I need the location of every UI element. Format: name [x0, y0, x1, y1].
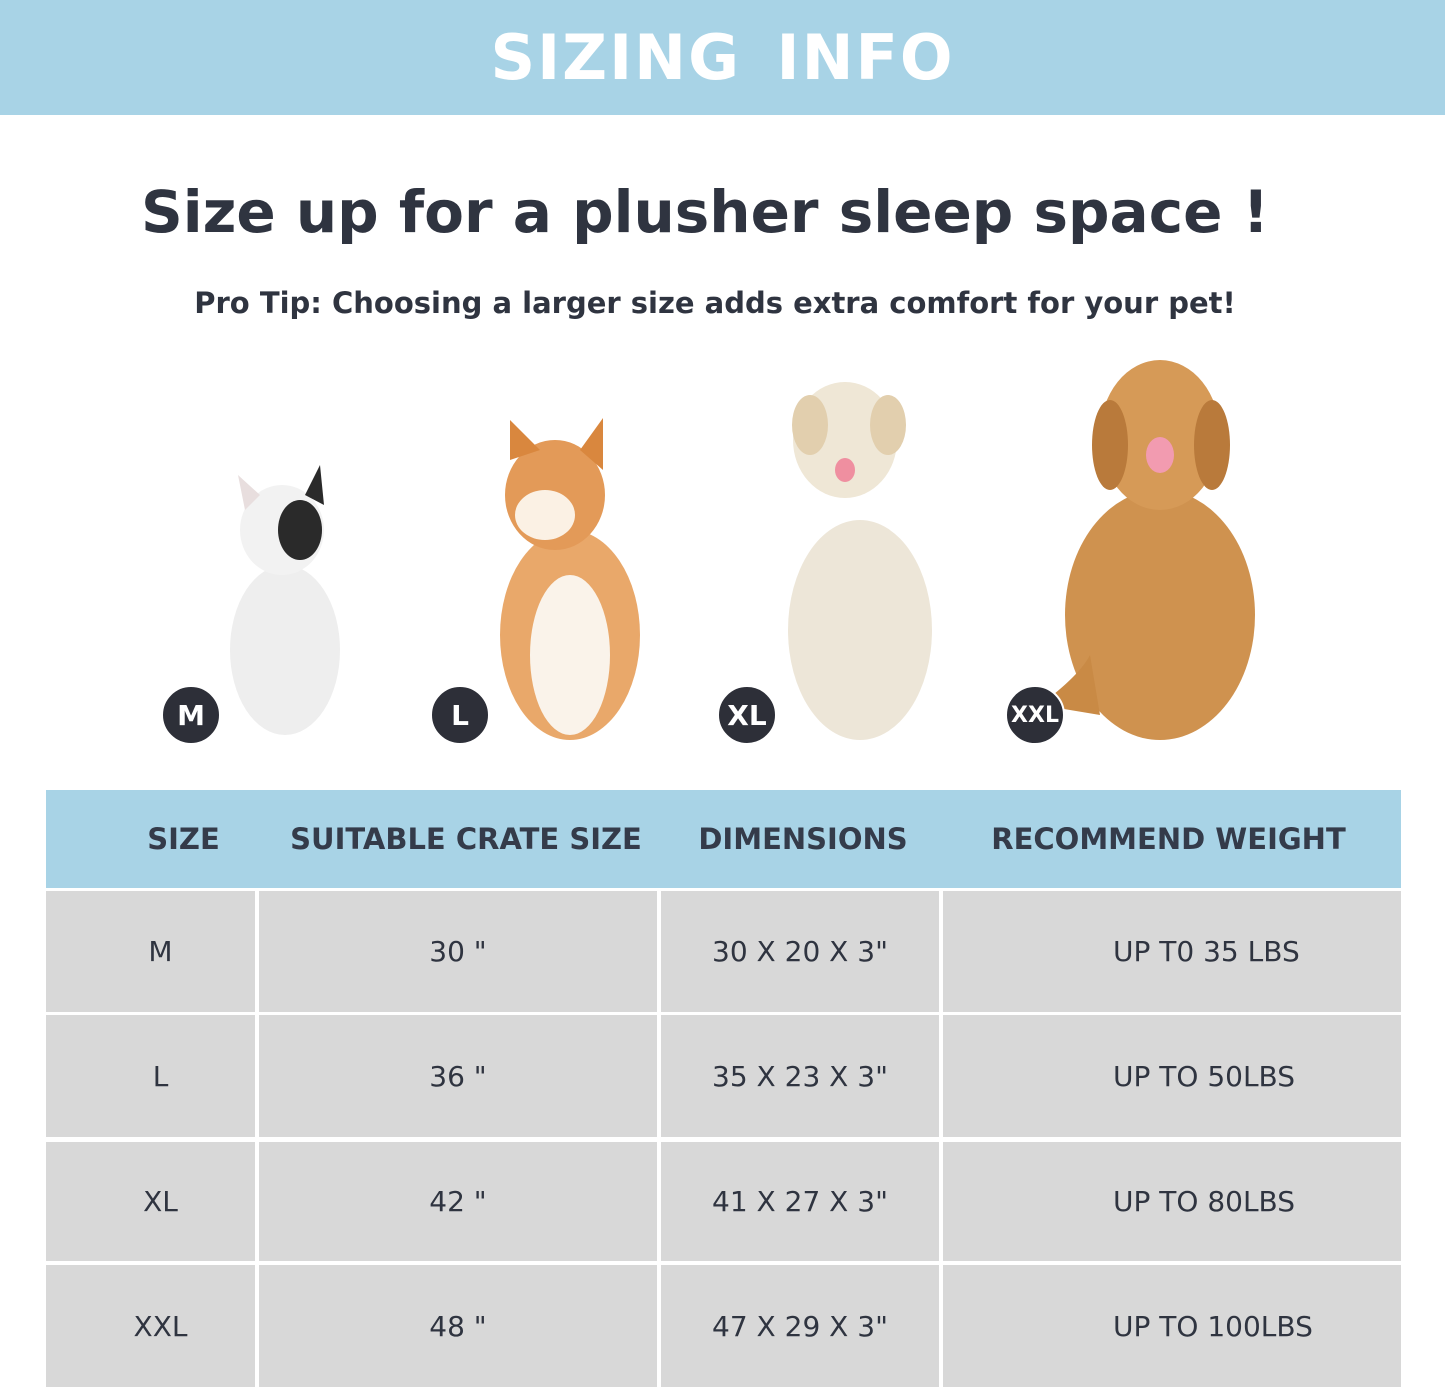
pro-tip: Pro Tip: Choosing a larger size adds ext…: [194, 286, 1236, 320]
cell-text: L: [152, 1059, 169, 1093]
cell-crate-size: 48 ": [259, 1265, 657, 1387]
table-header: SIZE SUITABLE CRATE SIZE DIMENSIONS RECO…: [46, 790, 1401, 888]
cell-weight: UP T0 35 LBS: [943, 891, 1401, 1012]
header-crate-size: SUITABLE CRATE SIZE: [290, 822, 642, 856]
cell-text: XL: [143, 1185, 178, 1218]
cell-crate-size: 36 ": [259, 1015, 657, 1137]
table-row: M 30 " 30 X 20 X 3" UP T0 35 LBS: [46, 891, 1401, 1012]
cell-weight: UP TO 80LBS: [943, 1142, 1401, 1261]
cell-crate-size: 30 ": [259, 891, 657, 1012]
cell-text: 48 ": [429, 1309, 487, 1343]
shiba-inu-image: [500, 418, 640, 740]
header-weight: RECOMMEND WEIGHT: [991, 822, 1346, 856]
cell-text: UP TO 50LBS: [1113, 1059, 1296, 1093]
cell-weight: UP TO 100LBS: [943, 1265, 1401, 1387]
table-row: XL 42 " 41 X 27 X 3" UP TO 80LBS: [46, 1142, 1401, 1261]
cell-text: 30 ": [429, 935, 487, 968]
cell-weight: UP TO 50LBS: [943, 1015, 1401, 1137]
title-banner: SIZING INFO: [0, 0, 1445, 115]
cell-size: M: [46, 891, 255, 1012]
cell-text: 42 ": [429, 1185, 487, 1218]
size-badge-l: L: [430, 685, 490, 745]
cell-dimensions: 30 X 20 X 3": [661, 891, 939, 1012]
french-bulldog-image: [230, 465, 340, 735]
cell-crate-size: 42 ": [259, 1142, 657, 1261]
golden-retriever-image: [1040, 360, 1255, 740]
size-badge-xl: XL: [717, 685, 777, 745]
table-row: L 36 " 35 X 23 X 3" UP TO 50LBS: [46, 1015, 1401, 1137]
cell-dimensions: 47 X 29 X 3": [661, 1265, 939, 1387]
header-size: SIZE: [147, 822, 220, 856]
cell-dimensions: 35 X 23 X 3": [661, 1015, 939, 1137]
cell-text: 36 ": [429, 1059, 487, 1093]
cell-size: XL: [46, 1142, 255, 1261]
cell-text: 41 X 27 X 3": [712, 1185, 888, 1218]
cell-dimensions: 41 X 27 X 3": [661, 1142, 939, 1261]
size-badge-m: M: [161, 685, 221, 745]
cell-text: 30 X 20 X 3": [712, 935, 888, 968]
cell-text: 35 X 23 X 3": [712, 1059, 888, 1093]
cell-text: UP TO 100LBS: [1113, 1309, 1313, 1343]
headline: Size up for a plusher sleep space !: [140, 178, 1270, 246]
table-row: XXL 48 " 47 X 29 X 3" UP TO 100LBS: [46, 1265, 1401, 1387]
cell-text: XXL: [133, 1309, 188, 1343]
cell-size: XXL: [46, 1265, 255, 1387]
size-badge-xxl: XXL: [1005, 685, 1065, 745]
header-dimensions: DIMENSIONS: [698, 822, 908, 856]
labrador-image: [788, 382, 932, 740]
cell-text: M: [148, 935, 173, 968]
banner-title: SIZING INFO: [490, 21, 955, 94]
cell-text: 47 X 29 X 3": [712, 1309, 888, 1343]
cell-text: UP T0 35 LBS: [1113, 935, 1300, 968]
cell-text: UP TO 80LBS: [1113, 1185, 1296, 1218]
cell-size: L: [46, 1015, 255, 1137]
